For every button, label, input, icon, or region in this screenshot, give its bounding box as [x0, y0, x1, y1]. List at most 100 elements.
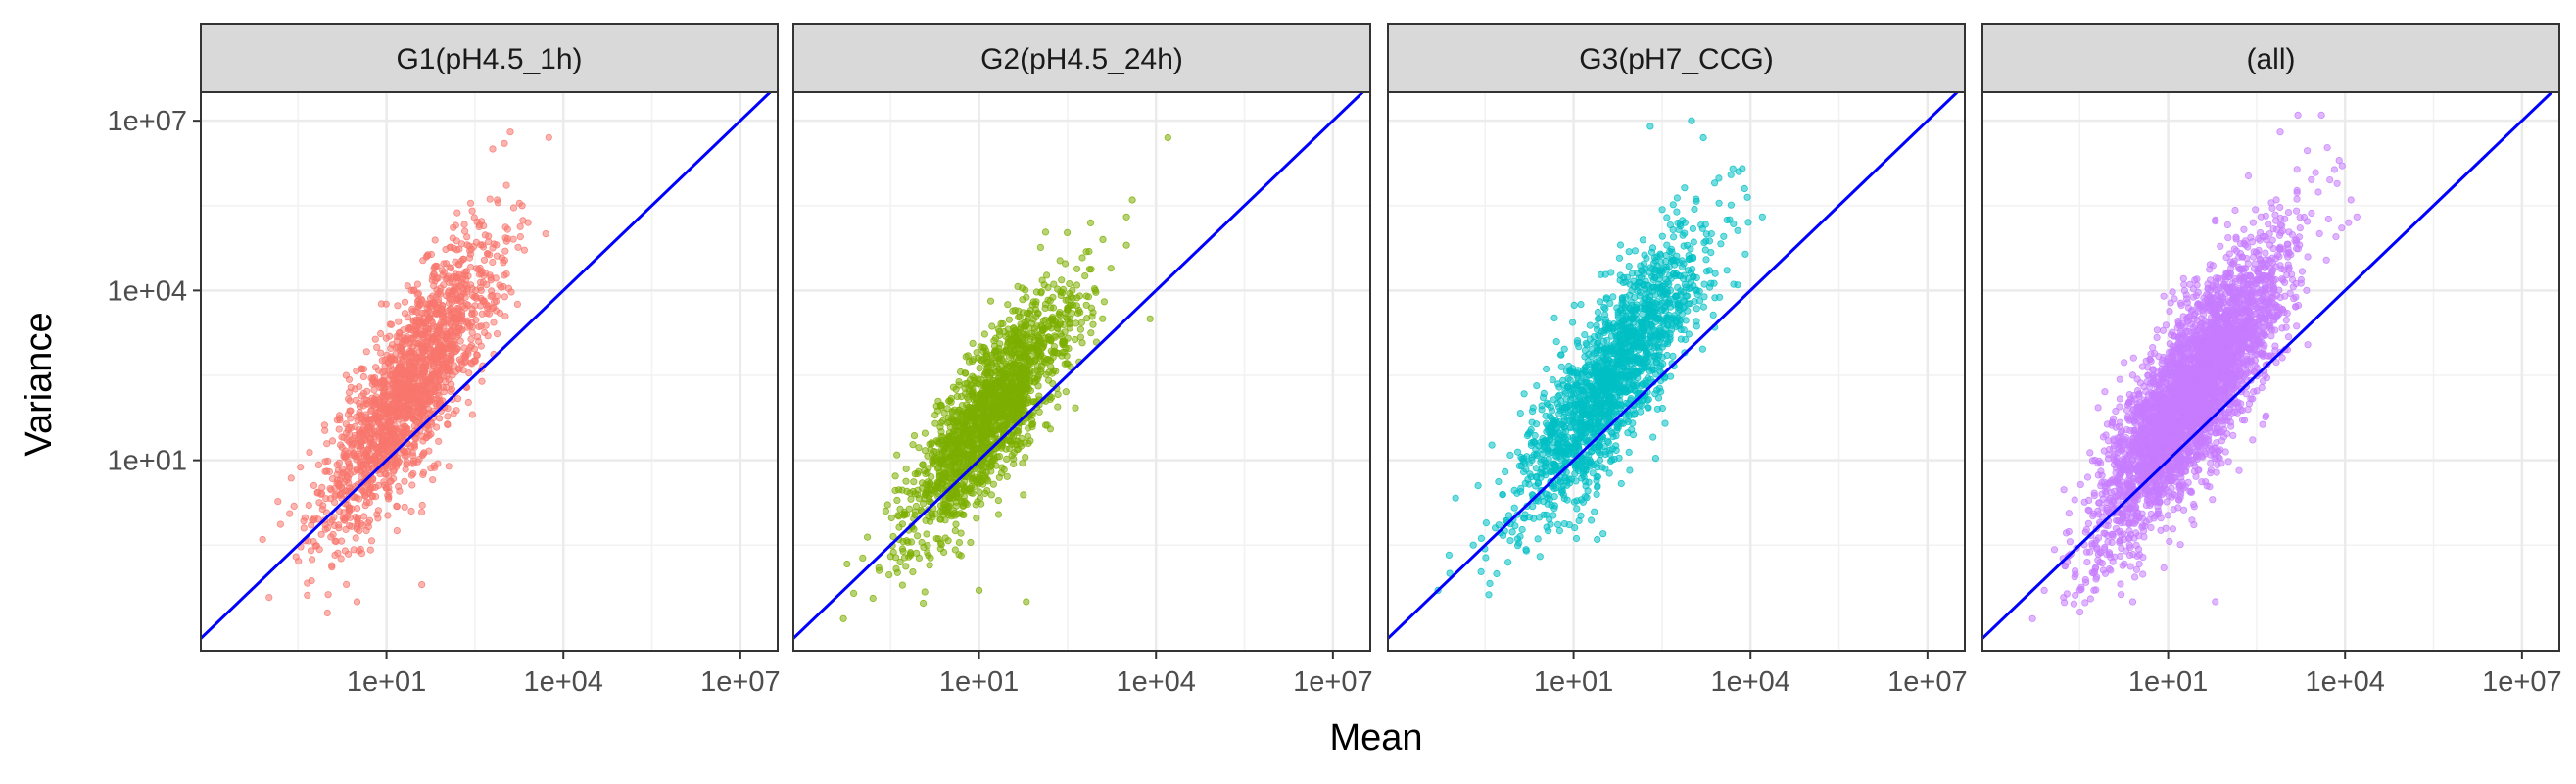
- data-point: [459, 255, 467, 263]
- data-point: [472, 265, 480, 272]
- data-point: [936, 401, 944, 410]
- data-point: [899, 547, 907, 556]
- data-point: [429, 292, 437, 300]
- data-point: [1025, 355, 1032, 363]
- data-point: [1729, 165, 1737, 172]
- data-point: [386, 437, 394, 445]
- data-point: [524, 219, 532, 226]
- data-point: [290, 502, 298, 511]
- data-point: [1669, 352, 1677, 360]
- data-point: [1081, 271, 1089, 280]
- data-point: [1716, 293, 1724, 301]
- data-point: [445, 463, 453, 470]
- data-point: [1072, 335, 1079, 344]
- data-point: [951, 422, 959, 431]
- data-point: [1562, 389, 1570, 397]
- data-point: [1001, 413, 1010, 420]
- data-point: [425, 431, 433, 440]
- point-series: [259, 128, 552, 617]
- data-point: [358, 365, 365, 372]
- data-point: [385, 484, 393, 492]
- data-point: [898, 581, 907, 589]
- data-point: [463, 317, 471, 324]
- data-point: [389, 467, 398, 475]
- data-point: [424, 316, 432, 323]
- data-point: [1521, 511, 1529, 518]
- data-point: [1049, 349, 1057, 357]
- data-point: [969, 339, 977, 347]
- data-point: [957, 392, 966, 401]
- data-point: [341, 547, 349, 555]
- data-point: [925, 465, 932, 472]
- data-point: [1059, 285, 1068, 293]
- data-point: [1596, 298, 1604, 306]
- data-point: [1072, 404, 1079, 412]
- data-point: [468, 207, 476, 215]
- data-point: [470, 214, 478, 221]
- data-point: [396, 373, 404, 381]
- data-point: [545, 133, 552, 141]
- data-point: [947, 394, 955, 402]
- data-point: [383, 427, 391, 435]
- data-point: [1002, 348, 1011, 356]
- data-point: [337, 555, 345, 563]
- data-point: [994, 511, 1003, 518]
- data-point: [516, 233, 524, 241]
- data-point: [893, 496, 901, 504]
- data-point: [1601, 305, 1609, 313]
- data-point: [971, 376, 978, 384]
- data-point: [455, 245, 463, 253]
- data-point: [400, 326, 407, 334]
- data-point: [1547, 467, 1554, 475]
- data-point: [424, 362, 433, 370]
- data-point: [1482, 518, 1491, 527]
- data-point: [1003, 472, 1011, 480]
- data-point: [1570, 301, 1578, 309]
- data-point: [1571, 469, 1579, 478]
- data-point: [997, 387, 1005, 395]
- data-point: [485, 238, 493, 246]
- data-point: [1559, 376, 1567, 384]
- data-point: [965, 358, 974, 366]
- data-point: [414, 303, 422, 311]
- data-point: [1598, 464, 1606, 471]
- data-point: [953, 498, 961, 506]
- data-point: [472, 294, 480, 302]
- data-point: [1651, 328, 1659, 336]
- data-point: [339, 514, 347, 522]
- data-point: [374, 481, 383, 489]
- data-point: [304, 591, 311, 600]
- data-point: [1082, 248, 1090, 256]
- data-point: [353, 413, 360, 420]
- data-point: [1019, 284, 1026, 292]
- data-point: [402, 466, 409, 473]
- data-point: [1012, 378, 1020, 387]
- data-point: [981, 384, 989, 392]
- data-point: [909, 567, 917, 576]
- data-point: [434, 389, 442, 397]
- facet-strip: [792, 23, 1371, 93]
- data-point: [926, 562, 933, 569]
- data-point: [382, 470, 390, 478]
- data-point: [363, 387, 371, 395]
- data-point: [1091, 286, 1099, 294]
- data-point: [1031, 300, 1040, 309]
- data-point: [1087, 329, 1095, 337]
- data-point: [487, 292, 495, 300]
- data-point: [949, 383, 958, 391]
- data-point: [501, 247, 509, 255]
- data-point: [388, 341, 397, 349]
- data-point: [1744, 219, 1752, 226]
- data-point: [885, 570, 893, 579]
- data-point: [913, 549, 921, 558]
- data-point: [403, 458, 410, 466]
- data-point: [368, 430, 377, 438]
- data-point: [412, 339, 421, 347]
- data-point: [1041, 359, 1049, 367]
- data-point: [1092, 338, 1101, 346]
- data-point: [297, 464, 305, 471]
- data-point: [1612, 442, 1620, 450]
- data-point: [924, 549, 931, 557]
- data-point: [393, 366, 401, 374]
- data-point: [1005, 363, 1014, 370]
